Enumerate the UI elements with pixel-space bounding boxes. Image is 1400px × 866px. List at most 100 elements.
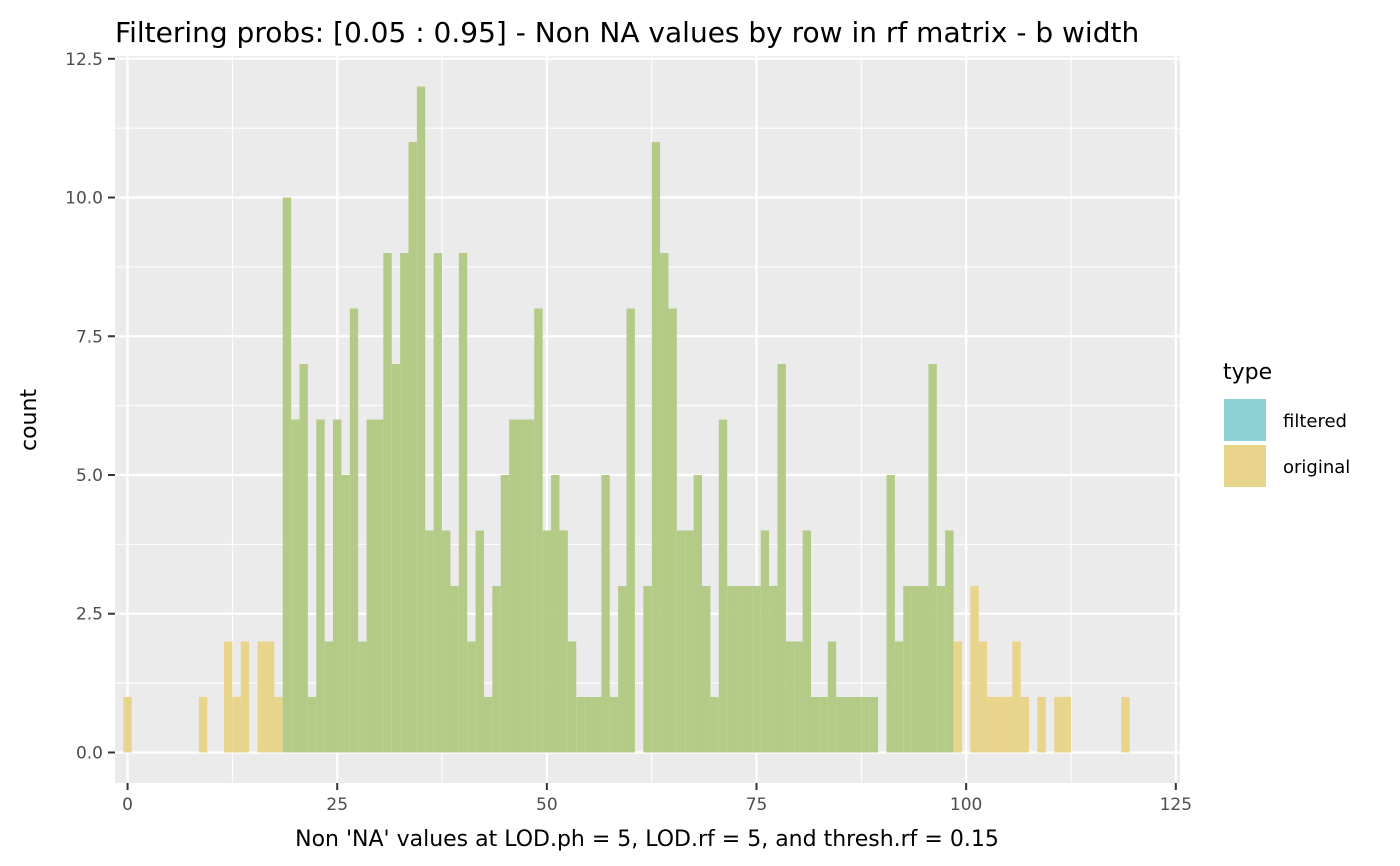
filtered-bar [408, 142, 417, 753]
original-bar [978, 641, 988, 753]
filtered-bar [785, 641, 795, 753]
filtered-bar [467, 641, 476, 753]
filtered-bar [651, 142, 661, 753]
filtered-bar [676, 530, 686, 753]
filtered-bar [450, 585, 459, 753]
filtered-bar [442, 530, 451, 753]
y-axis-title: count [17, 389, 42, 451]
filtered-bar [827, 641, 837, 753]
filtered-bar [852, 696, 862, 753]
filtered-bar [601, 474, 610, 753]
original-bar [1012, 641, 1021, 753]
filtered-bar [685, 530, 694, 753]
original-bar [953, 641, 962, 753]
filtered-bar [777, 364, 786, 753]
filtered-bar [517, 419, 526, 753]
original-bar [970, 585, 979, 753]
x-tick-label: 25 [326, 795, 348, 815]
original-bar [198, 696, 208, 753]
filtered-bar [911, 585, 921, 753]
y-tick-label: 10.0 [65, 189, 103, 209]
legend-label-original: original [1283, 457, 1350, 478]
filtered-bar [316, 419, 325, 753]
filtered-bar [500, 474, 510, 753]
x-tick-label: 100 [950, 795, 982, 815]
x-tick-label: 0 [122, 795, 133, 815]
x-axis: 0 25 50 75 100 125 [122, 783, 1192, 815]
filtered-bar [391, 364, 401, 753]
filtered-bar [693, 474, 703, 753]
filtered-bar [416, 86, 426, 753]
filtered-bar [920, 585, 929, 753]
filtered-bar [928, 364, 937, 753]
filtered-bar [567, 641, 577, 753]
original-bar [257, 641, 266, 753]
filtered-bar [358, 641, 367, 753]
y-tick-label: 7.5 [76, 327, 103, 347]
original-bar [1054, 696, 1063, 753]
filtered-bar [576, 696, 585, 753]
y-tick-label: 12.5 [65, 50, 103, 70]
filtered-bar [584, 696, 593, 753]
filtered-bar [643, 585, 652, 753]
filtered-bar [886, 474, 895, 753]
filtered-bar [374, 419, 384, 753]
filtered-bar [324, 641, 334, 753]
original-bar [1121, 696, 1130, 753]
filtered-bar [618, 585, 627, 753]
original-bar [1003, 696, 1013, 753]
filtered-bar [291, 419, 300, 753]
filtered-bar [769, 585, 778, 753]
filtered-bar [626, 308, 635, 753]
legend-label-filtered: filtered [1283, 411, 1347, 432]
original-bar [1020, 696, 1030, 753]
legend-swatch-filtered [1224, 399, 1266, 441]
filtered-bar [559, 530, 568, 753]
y-axis: 0.0 2.5 5.0 7.5 10.0 12.5 [65, 50, 115, 763]
filtered-bar [433, 253, 443, 753]
filtered-bar [702, 585, 711, 753]
filtered-bar [760, 530, 770, 753]
filtered-bar [341, 474, 350, 753]
filtered-bar [903, 585, 912, 753]
original-bar [232, 696, 241, 753]
filtered-bar [592, 696, 602, 753]
filtered-bar [400, 253, 409, 753]
filtered-bar [609, 696, 619, 753]
filtered-bar [299, 364, 308, 753]
original-bar [987, 696, 996, 753]
filtered-bar [525, 419, 535, 753]
filtered-bar [894, 641, 904, 753]
filtered-bar [936, 585, 946, 753]
filtered-bar [811, 696, 820, 753]
filtered-bar [660, 253, 669, 753]
x-axis-title: Non 'NA' values at LOD.ph = 5, LOD.rf = … [295, 827, 999, 852]
filtered-bar [718, 419, 728, 753]
filtered-bar [836, 696, 845, 753]
legend-swatch-original [1224, 445, 1266, 487]
filtered-bar [861, 696, 870, 753]
original-bar [1062, 696, 1071, 753]
original-bar [274, 696, 283, 753]
chart-title: Filtering probs: [0.05 : 0.95] - Non NA … [115, 16, 1139, 49]
filtered-bar [458, 253, 468, 753]
filtered-bar [844, 696, 853, 753]
filtered-bar [551, 474, 560, 753]
x-tick-label: 125 [1160, 795, 1192, 815]
bars-layer [123, 86, 1130, 753]
filtered-bar [383, 253, 392, 753]
original-bar [265, 641, 275, 753]
filtered-bar [802, 530, 812, 753]
filtered-bar [349, 308, 359, 753]
original-bar [123, 696, 132, 753]
filtered-bar [869, 696, 879, 753]
x-tick-label: 75 [746, 795, 768, 815]
original-bar [1037, 696, 1046, 753]
original-bar [224, 641, 233, 753]
y-tick-label: 0.0 [76, 743, 103, 763]
y-tick-label: 2.5 [76, 605, 103, 625]
filtered-bar [483, 696, 493, 753]
x-tick-label: 50 [536, 795, 558, 815]
y-tick-label: 5.0 [76, 466, 103, 486]
filtered-bar [727, 585, 736, 753]
